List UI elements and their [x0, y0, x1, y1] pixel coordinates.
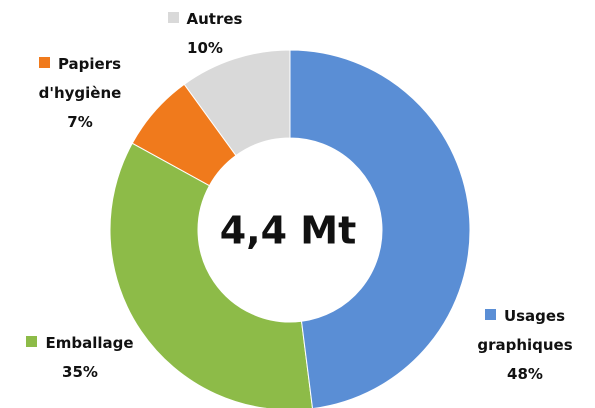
slice-label: Autres 10%: [140, 5, 270, 63]
category-name: Papiers d'hygiène: [38, 55, 122, 102]
category-name: Emballage: [45, 334, 134, 352]
category-name: Usages graphiques: [477, 307, 573, 354]
legend-swatch: [167, 12, 179, 23]
value-label: 7%: [67, 113, 93, 131]
category-name: Autres: [186, 10, 243, 28]
center-label: 4,4 Mt: [220, 209, 357, 253]
value-label: 10%: [187, 39, 223, 57]
slice-label: Emballage 35%: [5, 329, 155, 387]
legend-swatch: [484, 309, 496, 320]
donut-segment: [109, 142, 313, 408]
slice-label: Papiers d'hygiène 7%: [15, 50, 145, 137]
donut-segment: [131, 83, 237, 187]
legend-swatch: [38, 57, 50, 68]
donut-segment: [289, 49, 471, 408]
value-label: 35%: [62, 363, 98, 381]
legend-swatch: [26, 336, 38, 347]
value-label: 48%: [507, 365, 543, 383]
slice-label: Usages graphiques 48%: [460, 302, 590, 389]
